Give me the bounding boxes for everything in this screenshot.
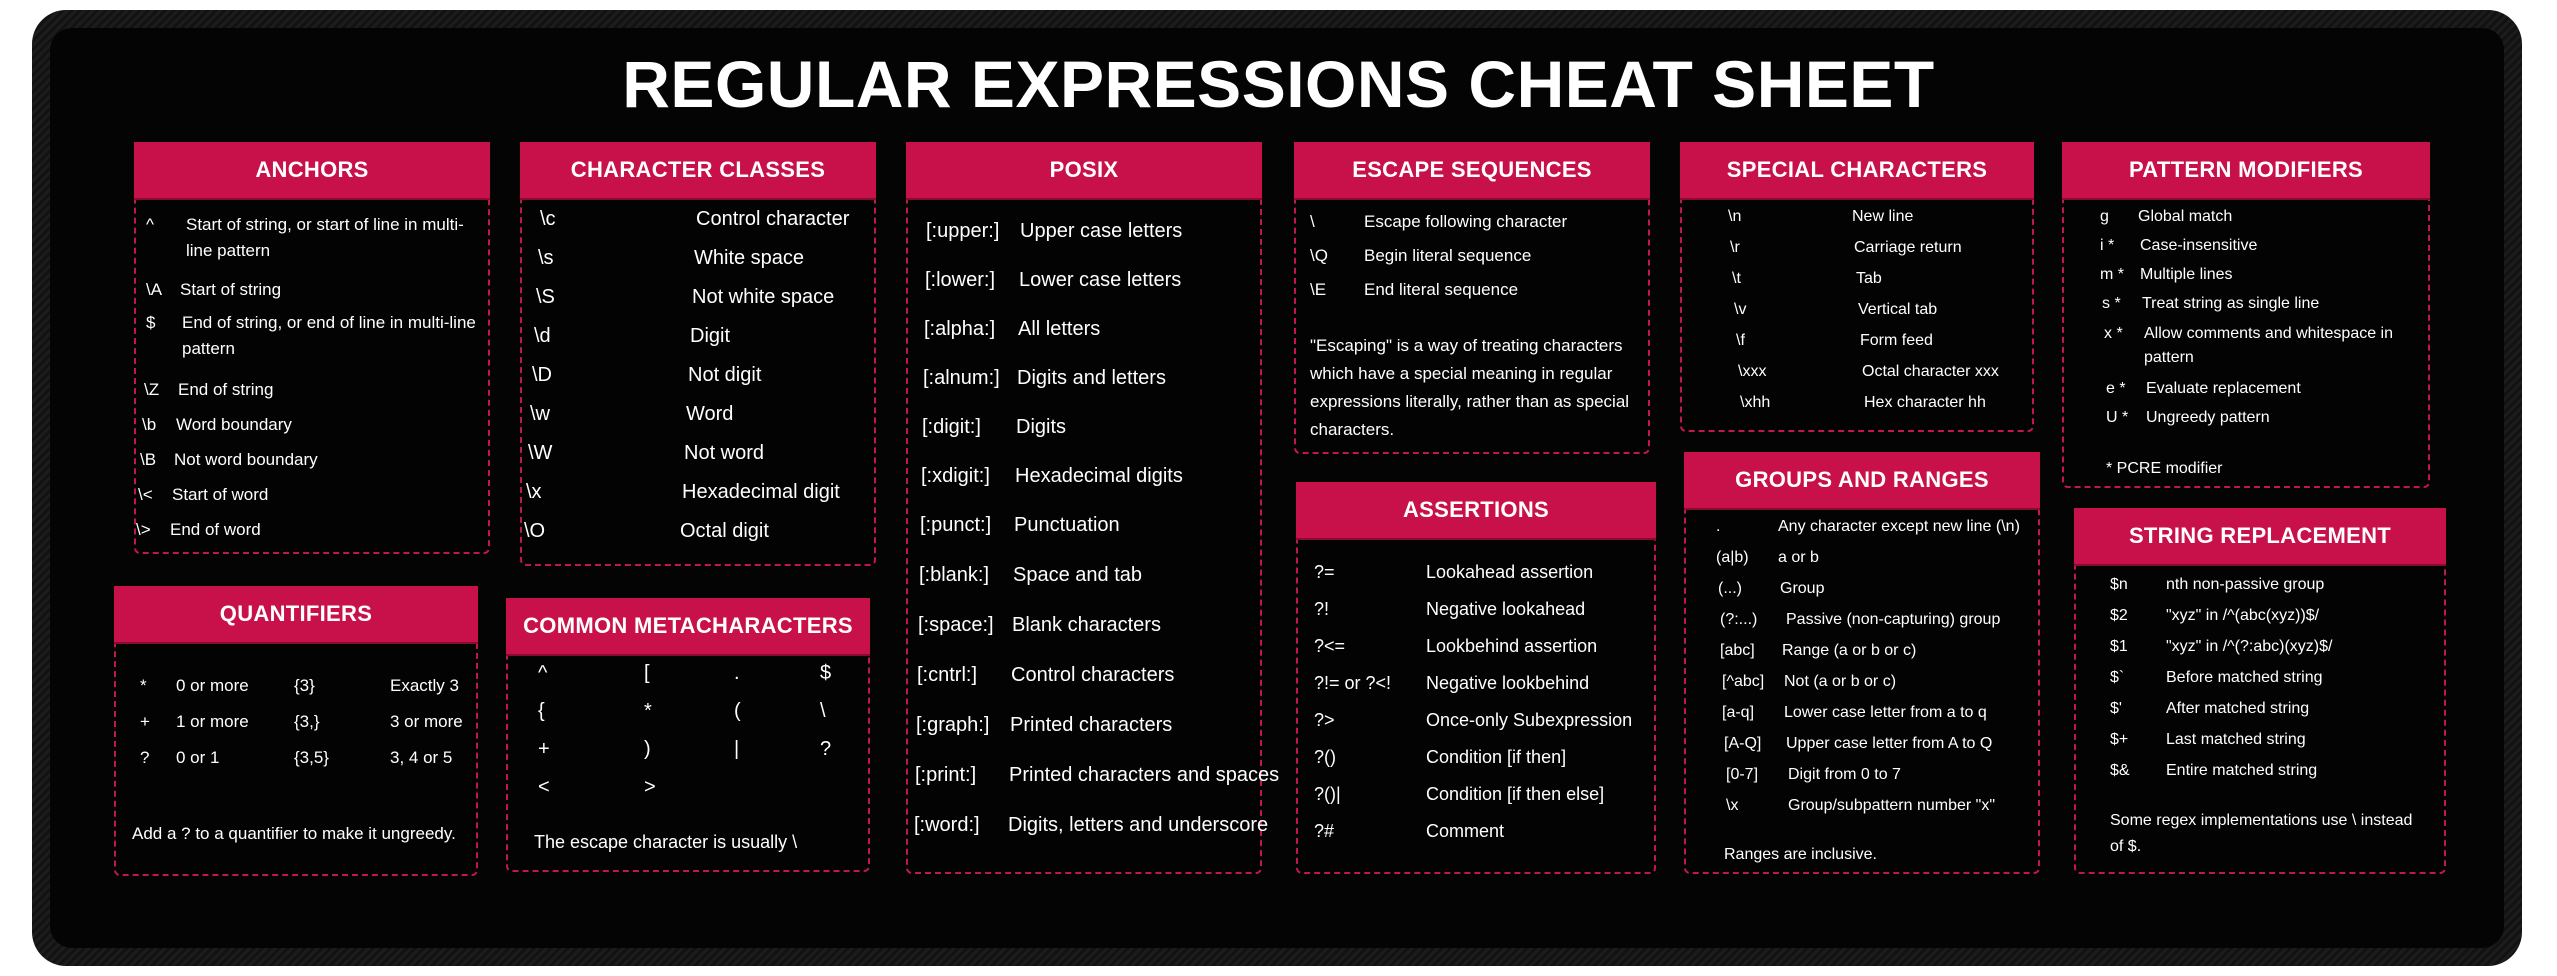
escape-sequences-header: ESCAPE SEQUENCES [1294, 142, 1650, 198]
pattern-modifiers-card: PATTERN MODIFIERS g Global match i * Case-… [2062, 142, 2430, 488]
character-classes-card: CHARACTER CLASSES \c Control character \s… [520, 142, 876, 566]
groups-ranges-card: GROUPS AND RANGES . Any character except … [1684, 452, 2040, 874]
assertions-header: ASSERTIONS [1296, 482, 1656, 538]
string-replacement-header: STRING REPLACEMENT [2074, 508, 2446, 564]
special-characters-card: SPECIAL CHARACTERS \n New line \r Carriage… [1680, 142, 2034, 432]
string-replacement-card: STRING REPLACEMENT $n nth non-passive gro… [2074, 508, 2446, 874]
escape-sequences-card: ESCAPE SEQUENCES \ Escape following chara… [1294, 142, 1650, 454]
quantifiers-header: QUANTIFIERS [114, 586, 478, 642]
anchors-card: ANCHORS ^ Start of string, or start of l… [134, 142, 490, 554]
escape-sequences-note: "Escaping" is a way of treating characte… [1310, 336, 1630, 439]
anchors-item: ^ Start of string, or start of line in m… [146, 215, 464, 260]
groups-ranges-note: Ranges are inclusive. [1724, 846, 1877, 863]
special-characters-header: SPECIAL CHARACTERS [1680, 142, 2034, 198]
pattern-modifiers-header: PATTERN MODIFIERS [2062, 142, 2430, 198]
posix-card: POSIX [:upper:] Upper case letters [:lowe… [906, 142, 1279, 874]
quantifiers-note: Add a ? to a quantifier to make it ungre… [132, 824, 456, 843]
metacharacters-card: COMMON METACHARACTERS ^ [ . $ { * ( \ + … [506, 598, 870, 872]
groups-ranges-header: GROUPS AND RANGES [1684, 452, 2040, 508]
quantifiers-card: QUANTIFIERS * 0 or more {3} Exactly 3 + … [114, 586, 478, 876]
metacharacters-note: The escape character is usually \ [534, 832, 798, 852]
page-title: REGULAR EXPRESSIONS CHEAT SHEET [622, 47, 1935, 121]
posix-header: POSIX [906, 142, 1262, 198]
anchors-header: ANCHORS [134, 142, 490, 198]
assertions-card: ASSERTIONS ?= Lookahead assertion ?! Negat… [1296, 482, 1656, 874]
metacharacters-header: COMMON METACHARACTERS [506, 598, 870, 654]
pattern-modifiers-note: * PCRE modifier [2106, 460, 2223, 477]
pattern-modifier-item: x * Allow comments and whitespace in pat… [2104, 325, 2394, 366]
character-classes-header: CHARACTER CLASSES [520, 142, 876, 198]
anchors-item: $ End of string, or end of line in multi… [146, 313, 476, 358]
string-replacement-note: Some regex implementations use \ instead… [2110, 812, 2413, 855]
